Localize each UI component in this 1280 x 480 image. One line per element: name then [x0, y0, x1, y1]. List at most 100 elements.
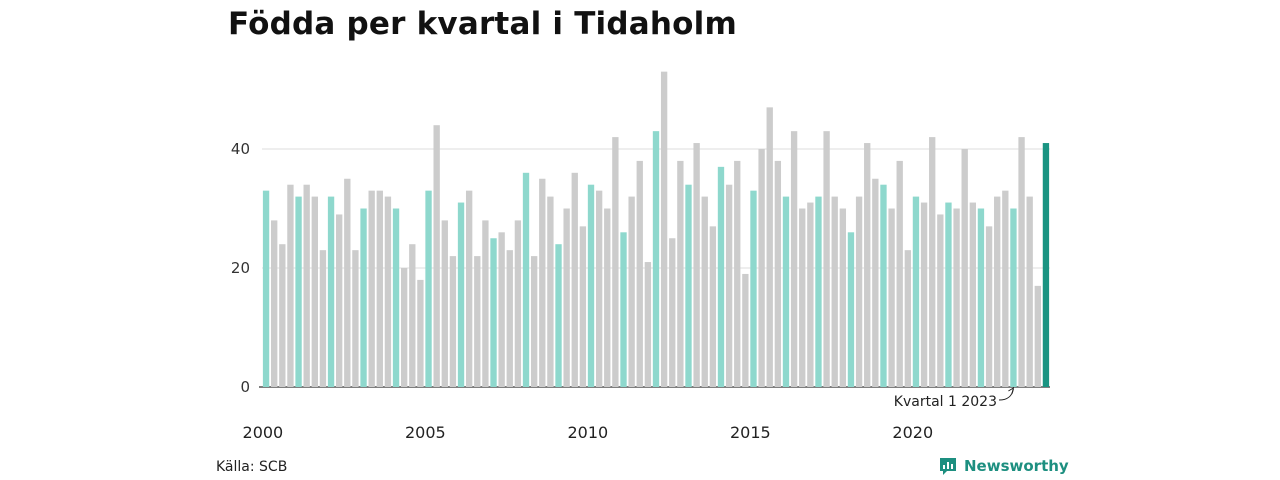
bar	[612, 137, 619, 387]
bar	[1002, 190, 1009, 387]
bar	[287, 184, 294, 387]
bar	[571, 172, 578, 387]
bar	[457, 202, 465, 387]
bar	[855, 196, 863, 387]
annotation-arrow	[998, 388, 1014, 401]
bar	[1042, 143, 1050, 387]
bar	[815, 196, 822, 387]
bar	[417, 279, 424, 387]
bar	[888, 208, 895, 387]
bar	[368, 190, 375, 387]
annotation: Kvartal 1 2023	[894, 386, 1015, 410]
bar	[961, 149, 968, 387]
bar	[717, 166, 725, 387]
y-tick-label: 0	[240, 378, 250, 396]
bar	[555, 244, 562, 387]
bar	[985, 226, 993, 387]
x-tick-label: 2000	[243, 423, 284, 442]
bar	[360, 208, 367, 387]
bar	[530, 256, 538, 387]
bar	[969, 202, 976, 387]
bar	[384, 196, 392, 387]
bar	[896, 160, 903, 387]
bar	[831, 196, 838, 387]
bar	[766, 107, 773, 387]
bar	[693, 143, 700, 387]
bar	[685, 184, 692, 387]
bar	[303, 184, 310, 387]
bar	[563, 208, 570, 387]
bar	[482, 220, 489, 387]
bar	[872, 178, 879, 387]
bar	[579, 226, 587, 387]
bar	[977, 208, 985, 387]
bar	[880, 184, 887, 387]
annotation-label: Kvartal 1 2023	[894, 394, 997, 410]
bar	[465, 190, 473, 387]
bar	[701, 196, 708, 387]
bar	[847, 232, 855, 387]
bar	[839, 208, 847, 387]
bar	[311, 196, 318, 387]
bar	[652, 131, 660, 387]
bar	[709, 226, 717, 387]
bar	[425, 190, 432, 387]
bar	[490, 238, 497, 387]
bar	[758, 149, 765, 387]
bar	[1018, 137, 1025, 387]
bar	[628, 196, 635, 387]
bar	[409, 244, 416, 387]
bar	[433, 125, 440, 387]
bar	[604, 208, 611, 387]
bar	[677, 160, 684, 387]
bar	[587, 184, 595, 387]
brand-logo[interactable]: Newsworthy	[938, 456, 1069, 476]
bar	[506, 250, 513, 387]
x-tick-label: 2005	[405, 423, 446, 442]
bar	[823, 131, 830, 387]
bar	[799, 208, 806, 387]
bar	[376, 190, 383, 387]
bar	[742, 273, 749, 387]
bar	[344, 178, 351, 387]
bar	[782, 196, 790, 387]
newsworthy-logo-icon	[940, 458, 956, 475]
bar	[449, 256, 457, 387]
bar	[929, 137, 936, 387]
bar	[620, 232, 627, 387]
bar	[807, 202, 814, 387]
annotation-arrowhead	[1008, 386, 1015, 395]
bar	[401, 268, 408, 387]
bar	[319, 250, 327, 387]
x-tick-label: 2010	[567, 423, 608, 442]
bar	[636, 160, 643, 387]
bar	[774, 160, 782, 387]
bar	[912, 196, 920, 387]
bar	[994, 196, 1001, 387]
source-note: Källa: SCB	[216, 459, 288, 475]
bar	[1010, 208, 1017, 387]
bar	[279, 244, 286, 387]
bar	[1026, 196, 1033, 387]
bar	[937, 214, 944, 387]
bar	[595, 190, 603, 387]
bar	[920, 202, 928, 387]
bar	[392, 208, 400, 387]
bar	[864, 143, 871, 387]
bar	[660, 71, 668, 388]
bar	[522, 172, 530, 387]
bar	[295, 196, 302, 387]
bar	[474, 256, 481, 387]
bar	[669, 238, 676, 387]
bar	[1034, 285, 1041, 387]
bar	[271, 220, 278, 387]
chart-title: Födda per kvartal i Tidaholm	[228, 6, 737, 42]
bar	[547, 196, 554, 387]
y-tick-label: 40	[231, 140, 250, 158]
bar	[539, 178, 546, 387]
brand-name: Newsworthy	[964, 457, 1069, 475]
x-tick-label: 2015	[730, 423, 771, 442]
bar	[498, 232, 505, 387]
bar	[327, 196, 335, 387]
bar	[644, 262, 652, 387]
